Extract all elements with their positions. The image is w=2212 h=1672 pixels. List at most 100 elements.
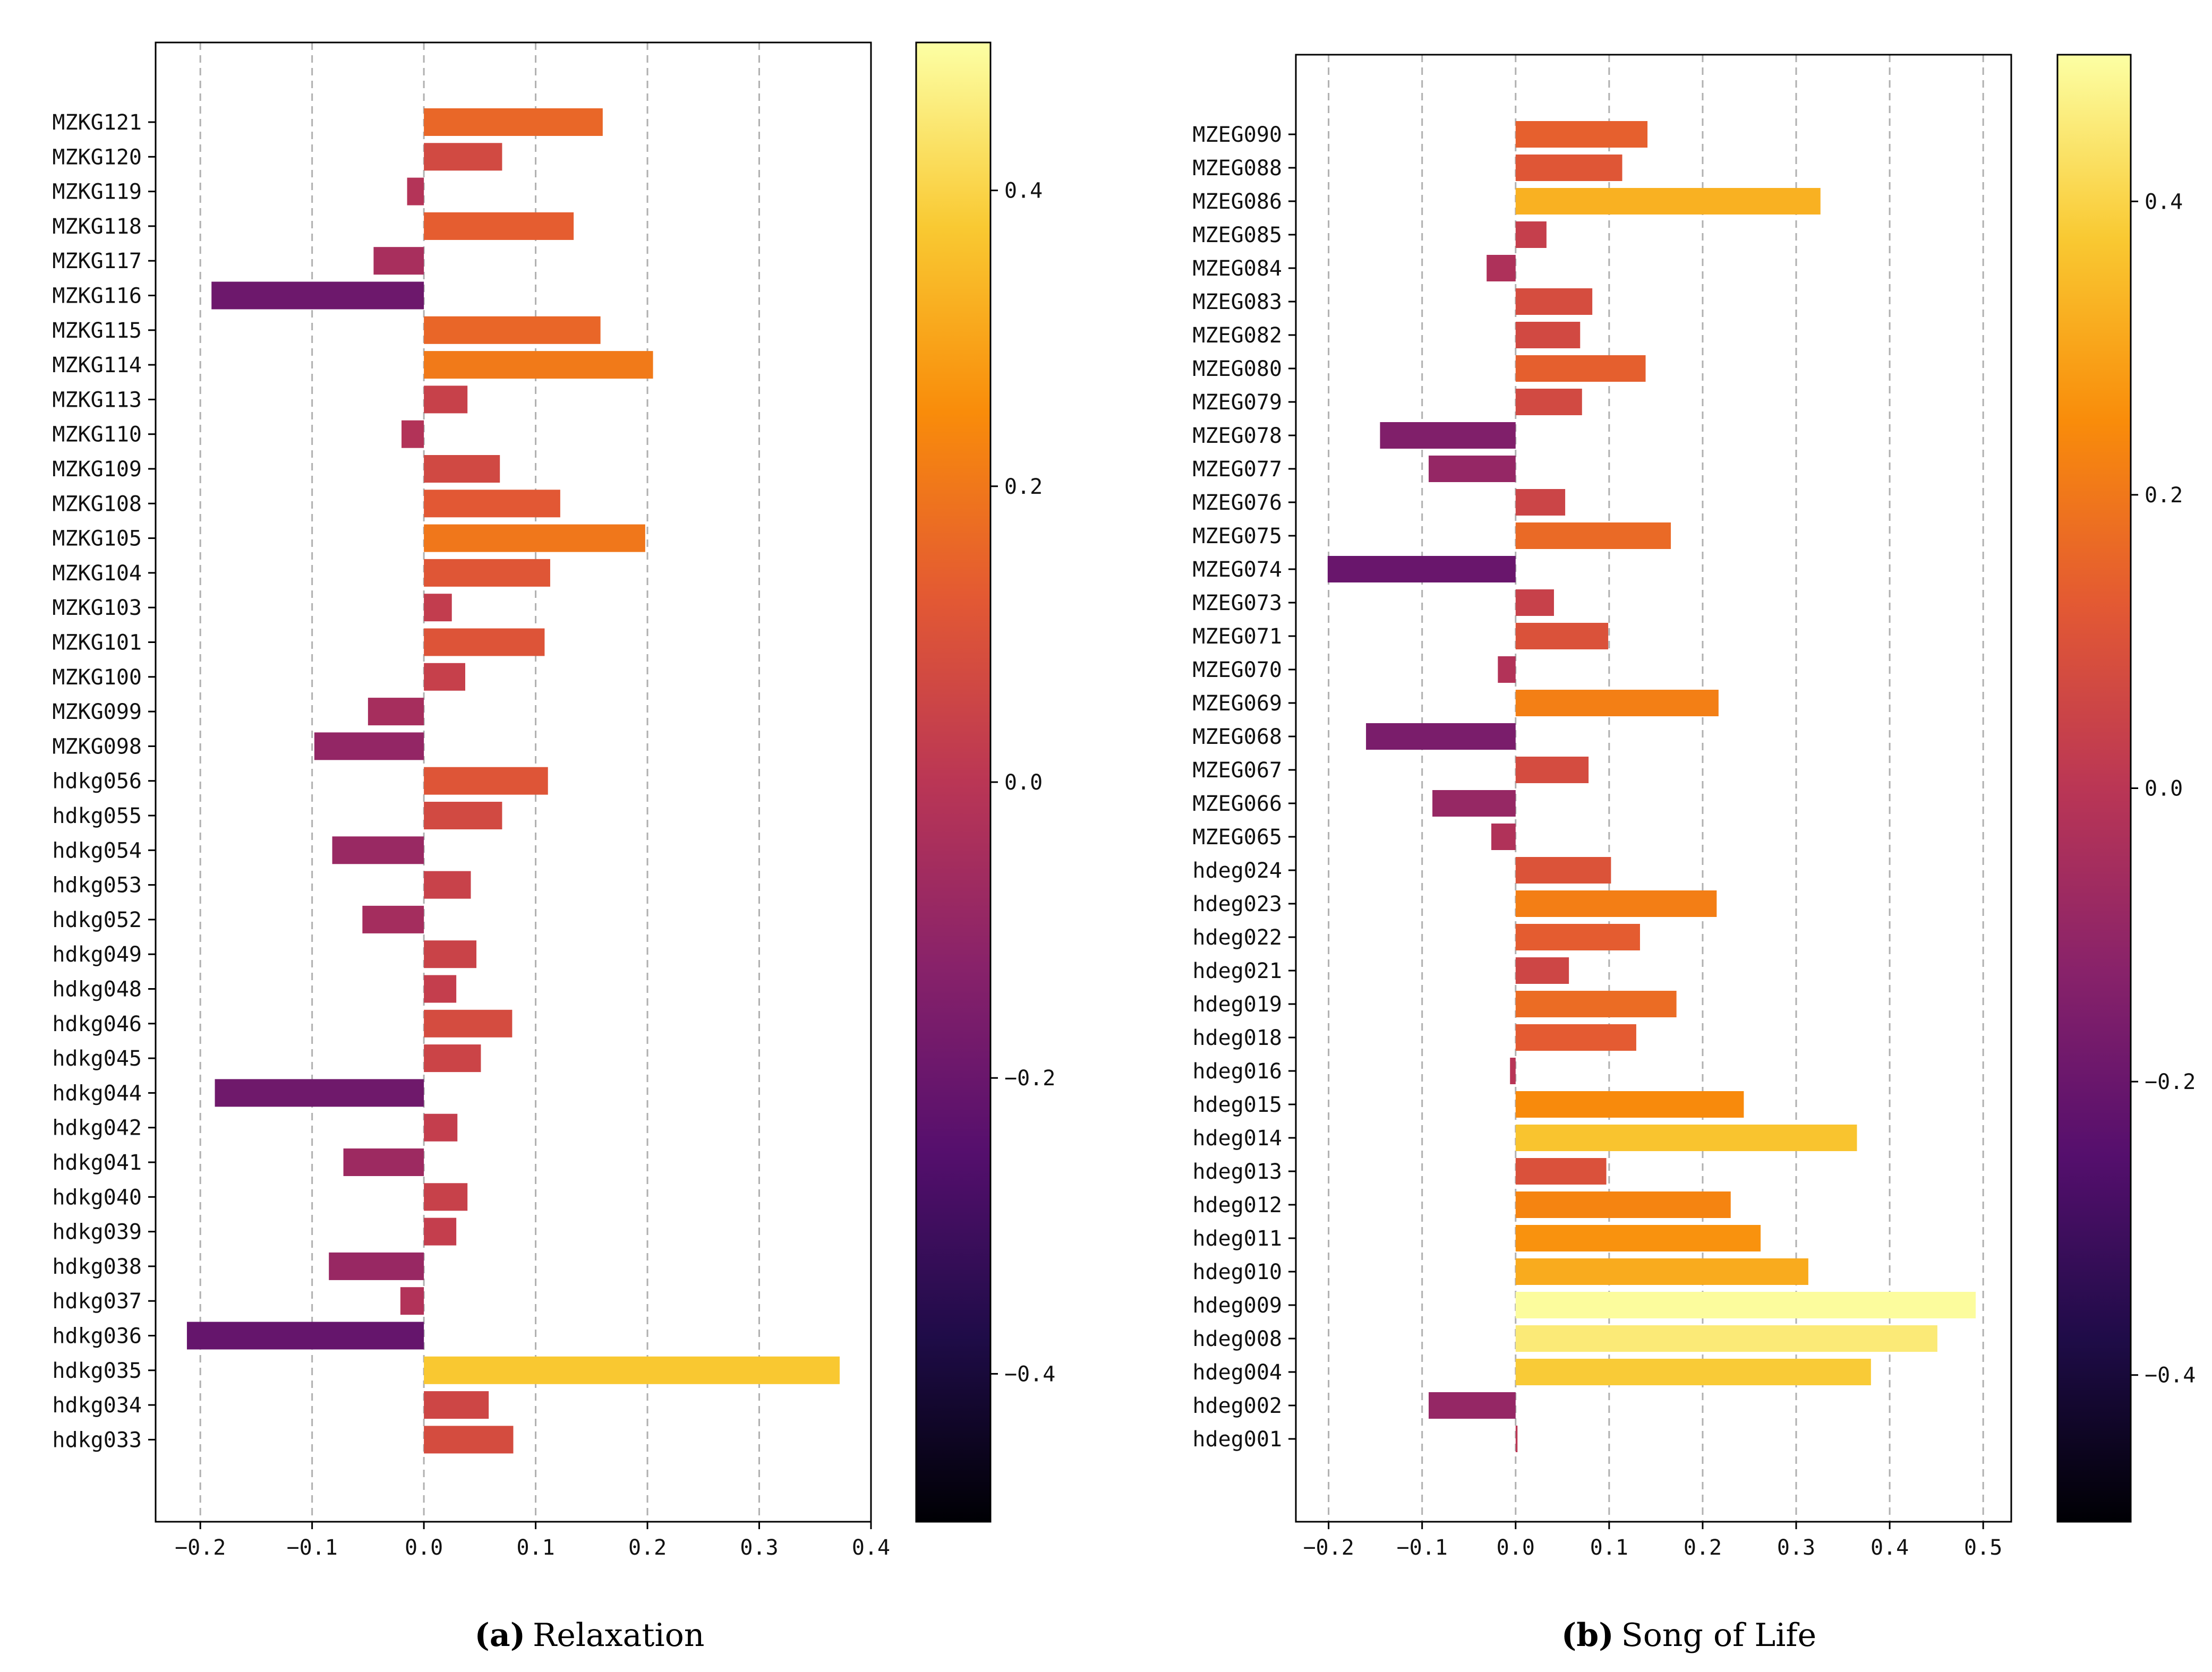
panel-letter: (b) bbox=[1561, 1617, 1614, 1654]
y-tick-label: hdeg011 bbox=[1192, 1227, 1282, 1251]
colorbar-ticks: −0.4 −0.2 0.0 0.2 0.4 bbox=[990, 179, 1055, 1386]
bar-series bbox=[186, 108, 840, 1454]
bar-hdkg054 bbox=[332, 836, 424, 864]
y-tick-label: MZEG069 bbox=[1192, 691, 1282, 716]
y-tick-label: hdkg056 bbox=[52, 769, 142, 794]
bar-hdkg040 bbox=[424, 1183, 468, 1211]
y-tick-label: hdeg016 bbox=[1192, 1059, 1282, 1084]
colorbar-gradient bbox=[2057, 55, 2131, 1522]
bar-MZEG077 bbox=[1429, 456, 1516, 482]
bar-MZEG090 bbox=[1515, 121, 1648, 148]
bar-hdeg019 bbox=[1515, 991, 1677, 1017]
bar-MZEG074 bbox=[1327, 556, 1516, 582]
x-tick-label: 0.5 bbox=[1964, 1536, 2002, 1560]
y-tick-label: hdeg024 bbox=[1192, 859, 1282, 883]
bar-hdeg015 bbox=[1515, 1091, 1744, 1118]
bar-MZKG120 bbox=[424, 143, 502, 171]
bar-hdkg038 bbox=[329, 1252, 424, 1280]
plot-frame bbox=[155, 41, 872, 1523]
x-tick-label: −0.1 bbox=[1397, 1536, 1448, 1560]
y-tick-label: hdeg021 bbox=[1192, 959, 1282, 983]
bar-hdkg046 bbox=[424, 1009, 513, 1038]
panel-song-of-life: MZEG090 MZEG088 MZEG086 MZEG085 MZEG084 MZEG0… bbox=[1192, 54, 2196, 1654]
y-tick-label: MZKG116 bbox=[52, 284, 142, 308]
y-tick-label: MZKG108 bbox=[52, 492, 142, 516]
y-tick-label: hdkg039 bbox=[52, 1220, 142, 1245]
bar-hdeg012 bbox=[1515, 1191, 1731, 1218]
bar-MZEG066 bbox=[1432, 790, 1516, 817]
bar-hdkg056 bbox=[424, 767, 548, 795]
y-tick-label: hdkg038 bbox=[52, 1255, 142, 1279]
y-tick-label: MZKG117 bbox=[52, 249, 142, 273]
bar-hdeg014 bbox=[1515, 1125, 1857, 1151]
bar-MZEG086 bbox=[1515, 188, 1821, 215]
y-tick-label: MZEG066 bbox=[1192, 792, 1282, 816]
colorbar-ticks: −0.4 −0.2 0.0 0.2 0.4 bbox=[2131, 190, 2196, 1388]
y-tick-label: MZEG077 bbox=[1192, 457, 1282, 482]
x-tick-label: 0.1 bbox=[1590, 1536, 1628, 1560]
y-tick-label: hdkg055 bbox=[52, 804, 142, 828]
y-tick-label: MZKG110 bbox=[52, 423, 142, 447]
y-tick-label: hdkg054 bbox=[52, 838, 142, 863]
y-tick-label: MZEG083 bbox=[1192, 290, 1282, 314]
y-tick-label: hdkg040 bbox=[52, 1185, 142, 1210]
bar-hdkg033 bbox=[424, 1426, 514, 1454]
colorbar-tick-label: 0.2 bbox=[2145, 483, 2183, 508]
bar-hdeg004 bbox=[1515, 1359, 1871, 1385]
y-tick-label: MZKG101 bbox=[52, 631, 142, 655]
bar-hdkg045 bbox=[424, 1044, 481, 1073]
y-tick-label: hdkg033 bbox=[52, 1428, 142, 1452]
x-tick-label: 0.2 bbox=[628, 1536, 667, 1560]
y-tick-label: hdeg019 bbox=[1192, 992, 1282, 1017]
y-tick-label: MZEG074 bbox=[1192, 558, 1282, 582]
bar-MZEG084 bbox=[1487, 255, 1516, 281]
y-tick-label: MZKG109 bbox=[52, 457, 142, 482]
x-tick-label: −0.2 bbox=[175, 1536, 226, 1560]
colorbar-tick-label: −0.4 bbox=[1004, 1362, 1055, 1386]
bar-hdkg055 bbox=[424, 802, 502, 829]
colorbar-tick-label: 0.0 bbox=[2145, 777, 2183, 801]
y-tick-label: MZKG114 bbox=[52, 353, 142, 378]
x-tick-label: 0.2 bbox=[1684, 1536, 1722, 1560]
bar-hdeg016 bbox=[1510, 1058, 1516, 1084]
y-tick-label: MZEG080 bbox=[1192, 357, 1282, 381]
y-tick-label: MZEG065 bbox=[1192, 825, 1282, 850]
bar-MZEG067 bbox=[1515, 757, 1589, 783]
x-axis-ticks: −0.2 −0.1 0.0 0.1 0.2 0.3 0.4 0.5 bbox=[1303, 1522, 2002, 1560]
y-tick-label: hdeg001 bbox=[1192, 1427, 1282, 1452]
bar-MZKG113 bbox=[424, 385, 468, 414]
bar-hdkg044 bbox=[215, 1079, 424, 1107]
y-tick-label: hdeg023 bbox=[1192, 892, 1282, 916]
y-tick-label: MZKG100 bbox=[52, 665, 142, 690]
y-tick-label: hdkg044 bbox=[52, 1081, 142, 1105]
bar-MZKG101 bbox=[424, 628, 545, 656]
y-tick-label: hdkg048 bbox=[52, 978, 142, 1002]
bar-MZEG078 bbox=[1380, 422, 1516, 449]
bar-MZKG098 bbox=[314, 732, 424, 760]
y-tick-label: hdkg049 bbox=[52, 942, 142, 967]
x-tick-label: 0.1 bbox=[516, 1536, 554, 1560]
bar-hdkg042 bbox=[424, 1113, 458, 1142]
colorbar-tick-label: −0.4 bbox=[2145, 1364, 2196, 1388]
colorbar-gradient bbox=[916, 42, 990, 1522]
bar-hdeg018 bbox=[1515, 1024, 1636, 1051]
bar-hdkg034 bbox=[424, 1391, 489, 1419]
bar-MZEG071 bbox=[1515, 623, 1609, 649]
y-tick-label: MZKG113 bbox=[52, 388, 142, 412]
y-tick-label: MZKG119 bbox=[52, 180, 142, 204]
y-tick-label: hdeg018 bbox=[1192, 1026, 1282, 1050]
colorbar-tick-label: 0.0 bbox=[1004, 770, 1043, 795]
y-tick-label: hdeg015 bbox=[1192, 1093, 1282, 1117]
x-tick-label: 0.3 bbox=[1777, 1536, 1815, 1560]
panel-title: Song of Life bbox=[1621, 1617, 1817, 1654]
bar-MZEG085 bbox=[1515, 221, 1547, 248]
y-tick-label: MZEG070 bbox=[1192, 658, 1282, 682]
bar-hdeg023 bbox=[1515, 890, 1717, 917]
y-tick-label: MZKG098 bbox=[52, 734, 142, 759]
y-tick-label: hdeg008 bbox=[1192, 1327, 1282, 1351]
bar-MZKG116 bbox=[211, 281, 424, 310]
panel-letter: (a) bbox=[475, 1617, 526, 1654]
bar-hdeg011 bbox=[1515, 1225, 1761, 1251]
colorbar-tick-label: −0.2 bbox=[2145, 1070, 2196, 1094]
